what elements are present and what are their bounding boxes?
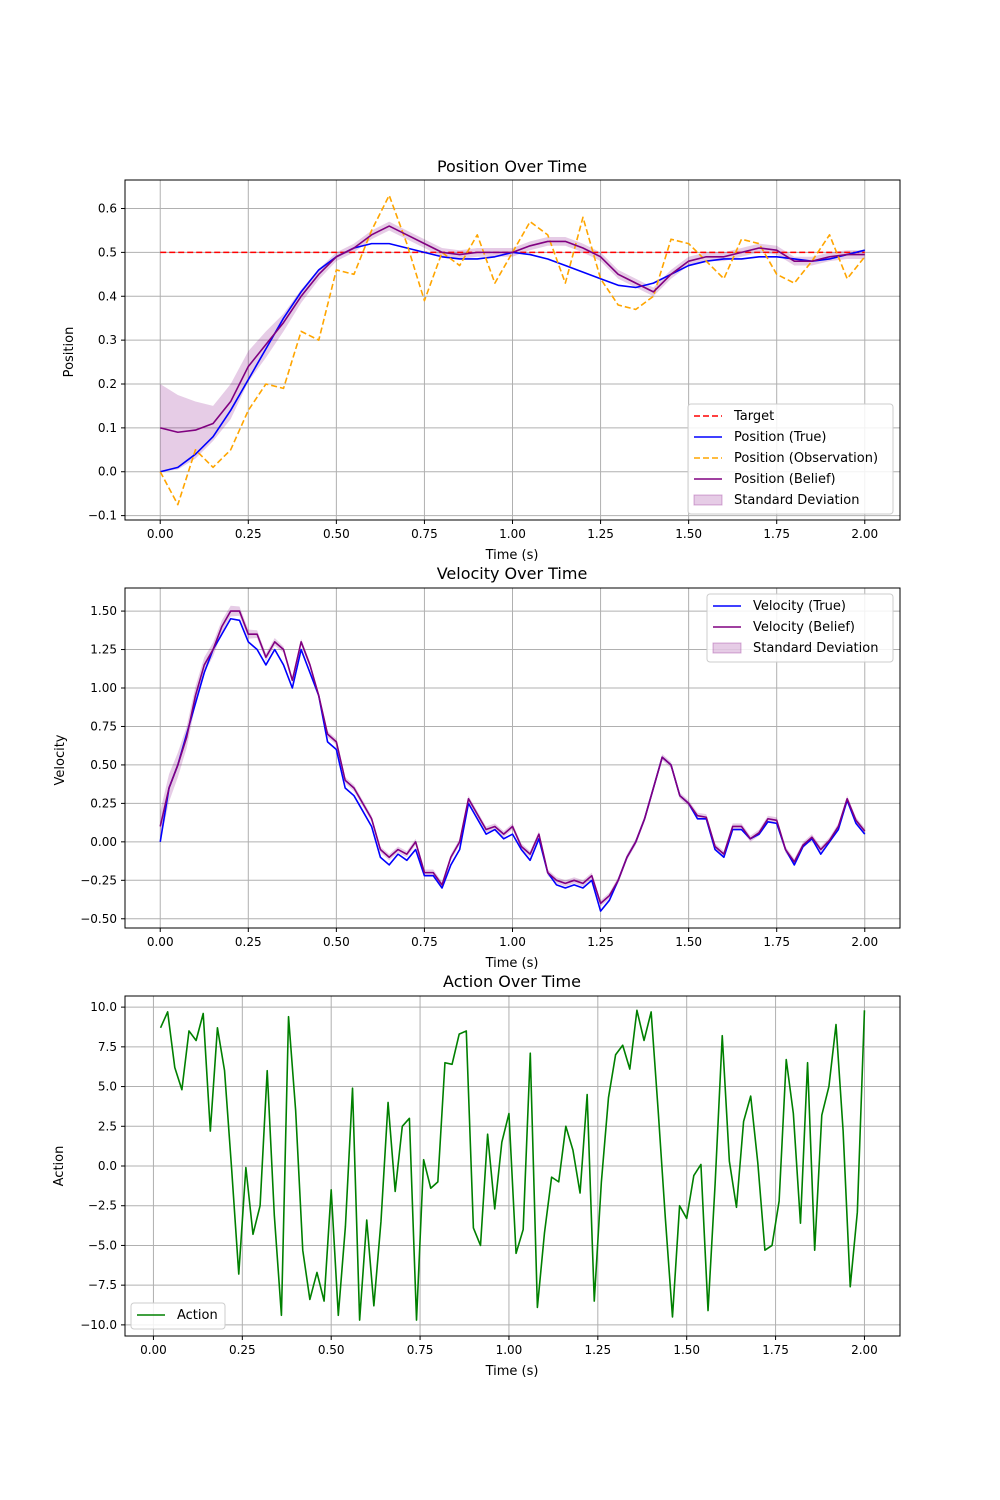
- legend-label: Position (True): [734, 430, 827, 445]
- y-tick-label: 0.5: [98, 245, 117, 259]
- legend-box: [687, 403, 894, 515]
- action-xlabel: Time (s): [485, 1364, 539, 1379]
- x-tick-label: 0.25: [235, 935, 262, 949]
- position-ylabel: Position: [62, 327, 77, 378]
- action-title: Action Over Time: [443, 972, 581, 991]
- legend: Target Position (True) Position (Observati…: [687, 403, 894, 515]
- y-tick-label: 1.50: [90, 604, 117, 618]
- x-tick-label: 1.75: [763, 935, 790, 949]
- legend-box: [706, 593, 894, 663]
- velocity-ylabel: Velocity: [53, 734, 68, 785]
- x-tick-label: 0.00: [140, 1343, 167, 1357]
- legend: Velocity (True) Velocity (Belief) Standard…: [706, 593, 894, 663]
- x-tick-label: 0.75: [411, 527, 438, 541]
- y-tick-label: 0.75: [90, 719, 117, 733]
- legend-label: Position (Observation): [734, 451, 878, 466]
- legend: Action: [130, 1302, 226, 1330]
- x-tick-label: 0.00: [147, 527, 174, 541]
- legend-label: Standard Deviation: [753, 641, 878, 656]
- y-tick-label: 0.00: [90, 835, 117, 849]
- y-tick-label: 1.00: [90, 681, 117, 695]
- y-tick-label: 0.25: [90, 796, 117, 810]
- legend-label: Position (Belief): [734, 472, 836, 487]
- y-tick-label: −2.5: [88, 1199, 117, 1213]
- legend-label: Velocity (True): [753, 599, 846, 614]
- position-panel: Position Over Time 0.00 0.25 0.50 0.75 1.00 1…: [62, 157, 901, 563]
- x-tick-label: 1.50: [675, 527, 702, 541]
- x-tick-label: 1.50: [673, 1343, 700, 1357]
- y-tick-label: −5.0: [88, 1238, 117, 1252]
- x-tick-label: 0.25: [235, 527, 262, 541]
- position-observation-series: [159, 194, 866, 506]
- x-tick-label: 0.50: [323, 935, 350, 949]
- velocity-belief-series: [159, 610, 866, 905]
- x-tick-label: 2.00: [851, 527, 878, 541]
- y-tick-label: 10.0: [90, 1000, 117, 1014]
- x-tick-label: 2.00: [851, 935, 878, 949]
- action-plot: 0.00 0.25 0.50 0.75 1.00 1.25 1.50 1.75 2.00 −10.…: [80, 995, 901, 1357]
- x-tick-label: 1.00: [499, 527, 526, 541]
- y-tick-label: −10.0: [80, 1318, 117, 1332]
- legend-swatch: [693, 494, 723, 506]
- x-tick-label: 1.00: [496, 1343, 523, 1357]
- legend-box: [130, 1302, 226, 1330]
- y-tick-label: 5.0: [98, 1080, 117, 1094]
- y-tick-label: 0.4: [98, 289, 117, 303]
- legend-swatch: [712, 642, 742, 654]
- position-belief-series: [160, 225, 865, 434]
- x-tick-label: 1.00: [499, 935, 526, 949]
- x-tick-label: 0.00: [147, 935, 174, 949]
- x-tick-label: 1.75: [763, 527, 790, 541]
- x-tick-label: 1.75: [762, 1343, 789, 1357]
- y-tick-label: −0.1: [88, 509, 117, 523]
- x-tick-label: 1.25: [587, 935, 614, 949]
- y-tick-label: −0.50: [80, 912, 117, 926]
- x-tick-label: 0.50: [318, 1343, 345, 1357]
- position-plot: 0.00 0.25 0.50 0.75 1.00 1.25 1.50 1.75 2.00 −0.1…: [88, 179, 901, 541]
- y-tick-label: −7.5: [88, 1278, 117, 1292]
- velocity-title: Velocity Over Time: [437, 564, 588, 583]
- x-tick-label: 0.25: [229, 1343, 256, 1357]
- velocity-xlabel: Time (s): [485, 956, 539, 971]
- y-tick-label: 1.25: [90, 643, 117, 657]
- legend-label: Action: [177, 1308, 218, 1323]
- y-tick-label: 2.5: [98, 1119, 117, 1133]
- legend-label: Target: [733, 409, 774, 424]
- x-tick-label: 0.75: [407, 1343, 434, 1357]
- x-tick-label: 2.00: [851, 1343, 878, 1357]
- x-tick-label: 1.50: [675, 935, 702, 949]
- x-tick-label: 0.75: [411, 935, 438, 949]
- y-tick-label: 0.0: [98, 465, 117, 479]
- y-tick-label: 7.5: [98, 1040, 117, 1054]
- x-tick-label: 1.25: [587, 527, 614, 541]
- y-tick-label: 0.0: [98, 1159, 117, 1173]
- position-title: Position Over Time: [437, 157, 587, 176]
- y-tick-label: 0.50: [90, 758, 117, 772]
- action-ylabel: Action: [52, 1146, 67, 1187]
- y-tick-label: 0.6: [98, 202, 117, 216]
- action-series: [159, 1009, 866, 1321]
- y-tick-label: −0.25: [80, 873, 117, 887]
- action-panel: Action Over Time 0.00 0.25 0.50 0.75 1.00 1.2…: [52, 972, 901, 1379]
- velocity-panel: Velocity Over Time 0.00 0.25 0.50 0.75 1.00 1…: [53, 564, 901, 971]
- legend-label: Velocity (Belief): [753, 620, 855, 635]
- position-xlabel: Time (s): [485, 548, 539, 563]
- velocity-plot: 0.00 0.25 0.50 0.75 1.00 1.25 1.50 1.75 2.00 −0.5…: [80, 587, 901, 949]
- y-tick-label: 0.3: [98, 333, 117, 347]
- legend-label: Standard Deviation: [734, 493, 859, 508]
- y-tick-label: 0.2: [98, 377, 117, 391]
- y-tick-label: 0.1: [98, 421, 117, 435]
- x-tick-label: 1.25: [584, 1343, 611, 1357]
- x-tick-label: 0.50: [323, 527, 350, 541]
